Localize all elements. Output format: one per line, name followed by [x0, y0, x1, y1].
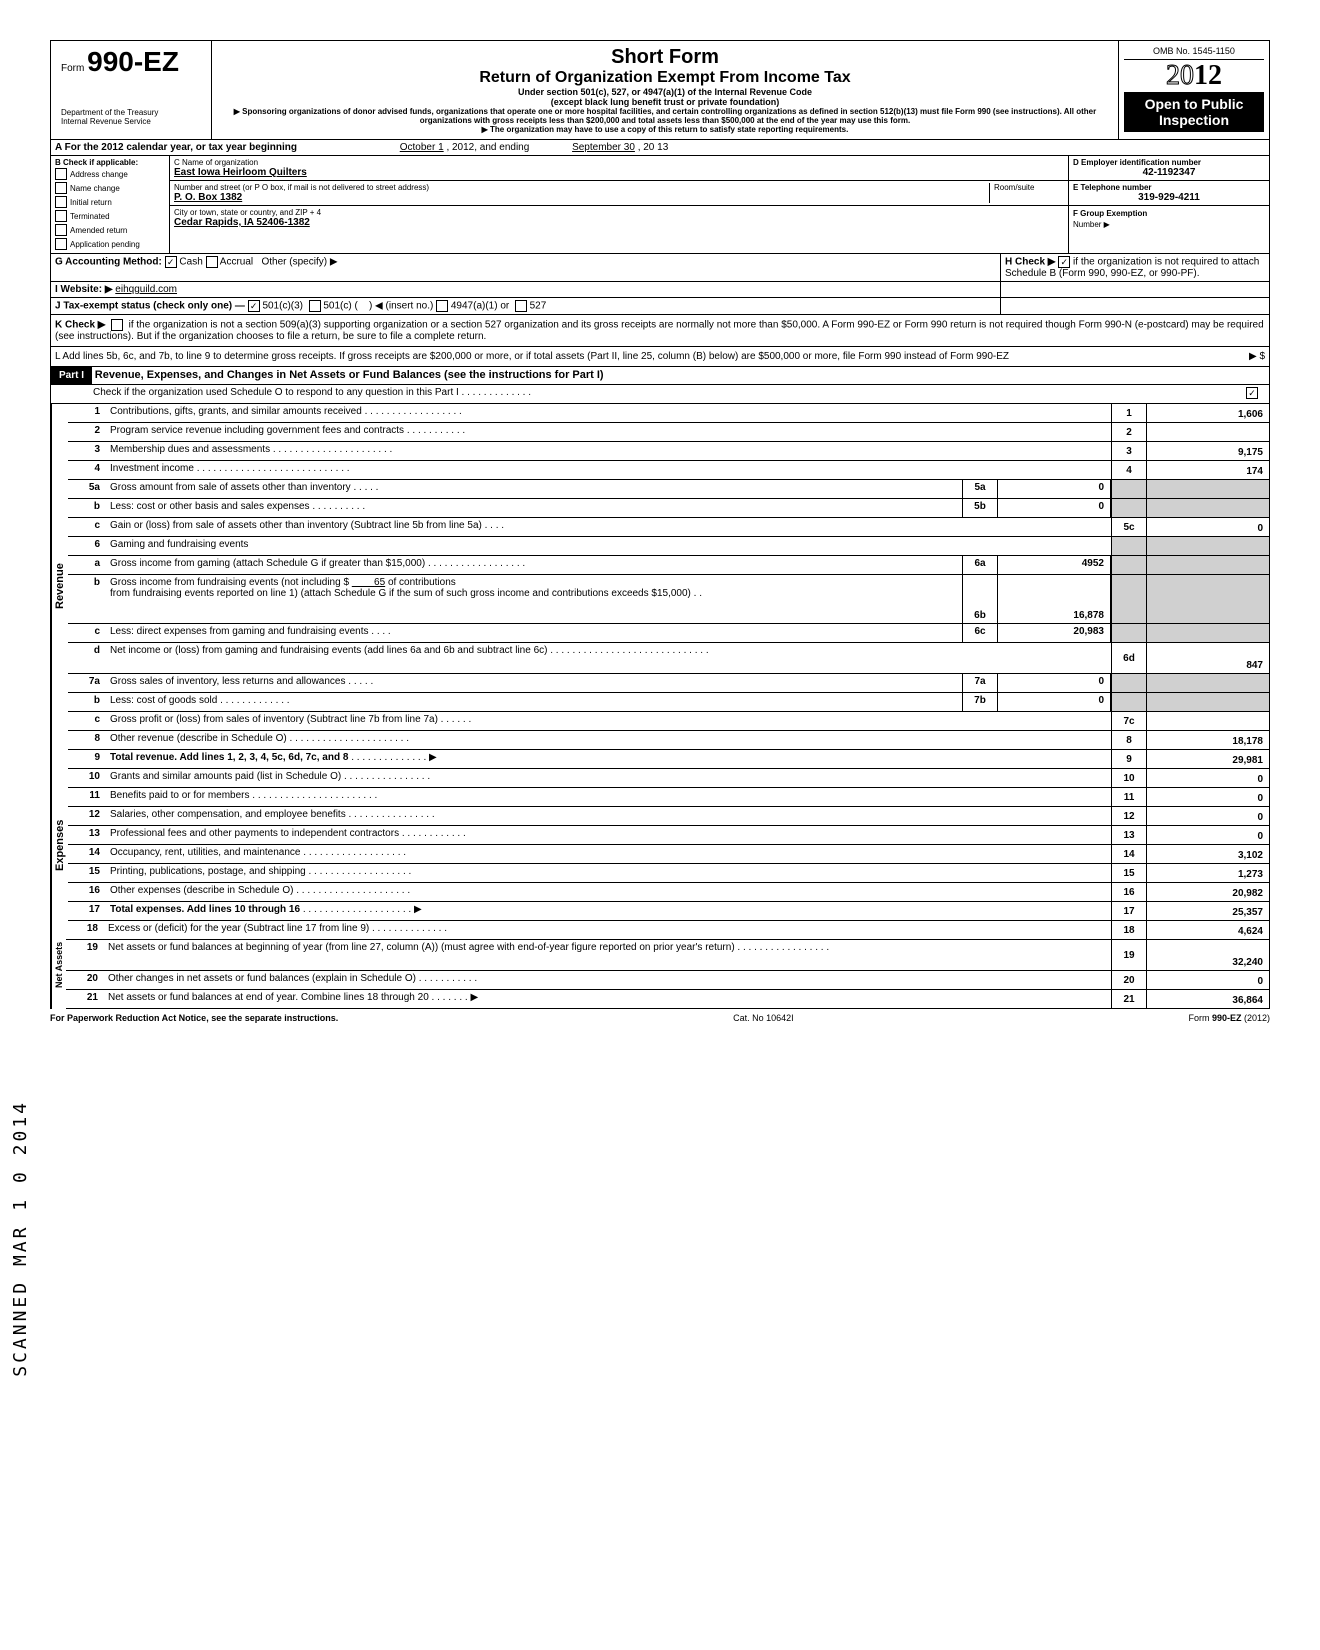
cb-terminated[interactable] [55, 210, 67, 222]
f-label: F Group Exemption [1073, 209, 1147, 218]
section-gh: G Accounting Method: ✓ Cash Accrual Othe… [50, 254, 1270, 282]
cb-part1-scho[interactable]: ✓ [1246, 387, 1258, 399]
l-arrow: ▶ $ [1249, 351, 1265, 362]
period-begin: October 1 [400, 142, 444, 153]
c-street-label: Number and street (or P O box, if mail i… [174, 183, 989, 192]
form-number-box: Form 990-EZ Department of the Treasury I… [51, 41, 212, 139]
cb-name[interactable] [55, 182, 67, 194]
cb-accrual[interactable] [206, 256, 218, 268]
phone: 319-929-4211 [1073, 192, 1265, 203]
title-sub: Return of Organization Exempt From Incom… [222, 69, 1108, 87]
section-a: A For the 2012 calendar year, or tax yea… [50, 140, 1270, 156]
footer-left: For Paperwork Reduction Act Notice, see … [50, 1013, 338, 1023]
part1-title: Revenue, Expenses, and Changes in Net As… [95, 369, 604, 381]
org-street: P. O. Box 1382 [174, 192, 989, 203]
title-under: Under section 501(c), 527, or 4947(a)(1)… [222, 87, 1108, 97]
form-prefix: Form [61, 63, 84, 74]
dept-irs: Internal Revenue Service [61, 117, 201, 126]
dept-treasury: Department of the Treasury [61, 108, 201, 117]
section-c: C Name of organization East Iowa Heirloo… [170, 156, 1069, 253]
title-box: Short Form Return of Organization Exempt… [212, 41, 1119, 139]
cb-4947[interactable] [436, 300, 448, 312]
cb-501c[interactable] [309, 300, 321, 312]
title-main: Short Form [222, 46, 1108, 69]
year-box: OMB No. 1545-1150 2012 Open to Public In… [1119, 41, 1269, 139]
title-except: (except black lung benefit trust or priv… [222, 97, 1108, 107]
website: eihqguild.com [115, 284, 177, 295]
section-l: L Add lines 5b, 6c, and 7b, to line 9 to… [50, 347, 1270, 367]
part1-check-row: Check if the organization used Schedule … [50, 385, 1270, 404]
d-label: D Employer identification number [1073, 158, 1265, 167]
i-label: I Website: ▶ [55, 284, 113, 295]
open-public: Open to Public Inspection [1124, 92, 1264, 132]
title-copy: ▶ The organization may have to use a cop… [222, 125, 1108, 134]
footer-cat: Cat. No 10642I [733, 1013, 794, 1023]
section-b-label: B Check if applicable: [55, 158, 165, 167]
netassets-label: Net Assets [51, 921, 66, 1009]
section-j: J Tax-exempt status (check only one) — ✓… [50, 298, 1270, 315]
sections-bcdef: B Check if applicable: Address change Na… [50, 156, 1270, 254]
form-header: Form 990-EZ Department of the Treasury I… [50, 40, 1270, 140]
period-end-year: , 20 13 [638, 142, 669, 153]
g-label: G Accounting Method: [55, 257, 162, 268]
cb-pending[interactable] [55, 238, 67, 250]
form-number: 990-EZ [87, 46, 179, 77]
cb-527[interactable] [515, 300, 527, 312]
scanned-stamp: SCANNED MAR 1 0 2014 [10, 1100, 31, 1377]
room-label: Room/suite [989, 183, 1064, 203]
title-sponsor: ▶ Sponsoring organizations of donor advi… [222, 107, 1108, 125]
c-city-label: City or town, state or country, and ZIP … [174, 208, 1064, 217]
k-text: if the organization is not a section 509… [55, 320, 1264, 342]
l-text: L Add lines 5b, 6c, and 7b, to line 9 to… [55, 351, 1009, 362]
h-label: H Check ▶ [1005, 257, 1055, 268]
tax-year: 2012 [1124, 60, 1264, 92]
k-label: K Check ▶ [55, 320, 105, 331]
org-city: Cedar Rapids, IA 52406-1382 [174, 217, 1064, 228]
period-end-month: September 30 [572, 142, 635, 153]
section-i: I Website: ▶ eihqguild.com [50, 282, 1270, 298]
cb-amended[interactable] [55, 224, 67, 236]
section-k: K Check ▶ if the organization is not a s… [50, 315, 1270, 347]
omb-number: OMB No. 1545-1150 [1124, 46, 1264, 60]
cb-h[interactable]: ✓ [1058, 256, 1070, 268]
e-label: E Telephone number [1073, 183, 1265, 192]
cb-address[interactable] [55, 168, 67, 180]
c-name-label: C Name of organization [174, 158, 1064, 167]
part1-header-row: Part I Revenue, Expenses, and Changes in… [50, 367, 1270, 385]
j-label: J Tax-exempt status (check only one) — [55, 301, 245, 312]
org-name: East Iowa Heirloom Quilters [174, 167, 1064, 178]
expenses-label: Expenses [51, 769, 68, 921]
cb-k[interactable] [111, 319, 123, 331]
cb-501c3[interactable]: ✓ [248, 300, 260, 312]
section-a-label: A For the 2012 calendar year, or tax yea… [55, 142, 297, 153]
revenue-section: Revenue 1Contributions, gifts, grants, a… [50, 404, 1270, 769]
part1-header: Part I [51, 367, 92, 384]
revenue-label: Revenue [51, 404, 68, 769]
sections-def: D Employer identification number 42-1192… [1069, 156, 1269, 253]
section-b: B Check if applicable: Address change Na… [51, 156, 170, 253]
footer-form: Form 990-EZ (2012) [1188, 1013, 1270, 1023]
f-label2: Number ▶ [1073, 220, 1110, 229]
cb-cash[interactable]: ✓ [165, 256, 177, 268]
cb-initial[interactable] [55, 196, 67, 208]
section-a-mid: , 2012, and ending [446, 142, 529, 153]
netassets-section: Net Assets 18Excess or (deficit) for the… [50, 921, 1270, 1009]
ein: 42-1192347 [1073, 167, 1265, 178]
footer: For Paperwork Reduction Act Notice, see … [50, 1009, 1270, 1027]
expenses-section: Expenses 10Grants and similar amounts pa… [50, 769, 1270, 921]
